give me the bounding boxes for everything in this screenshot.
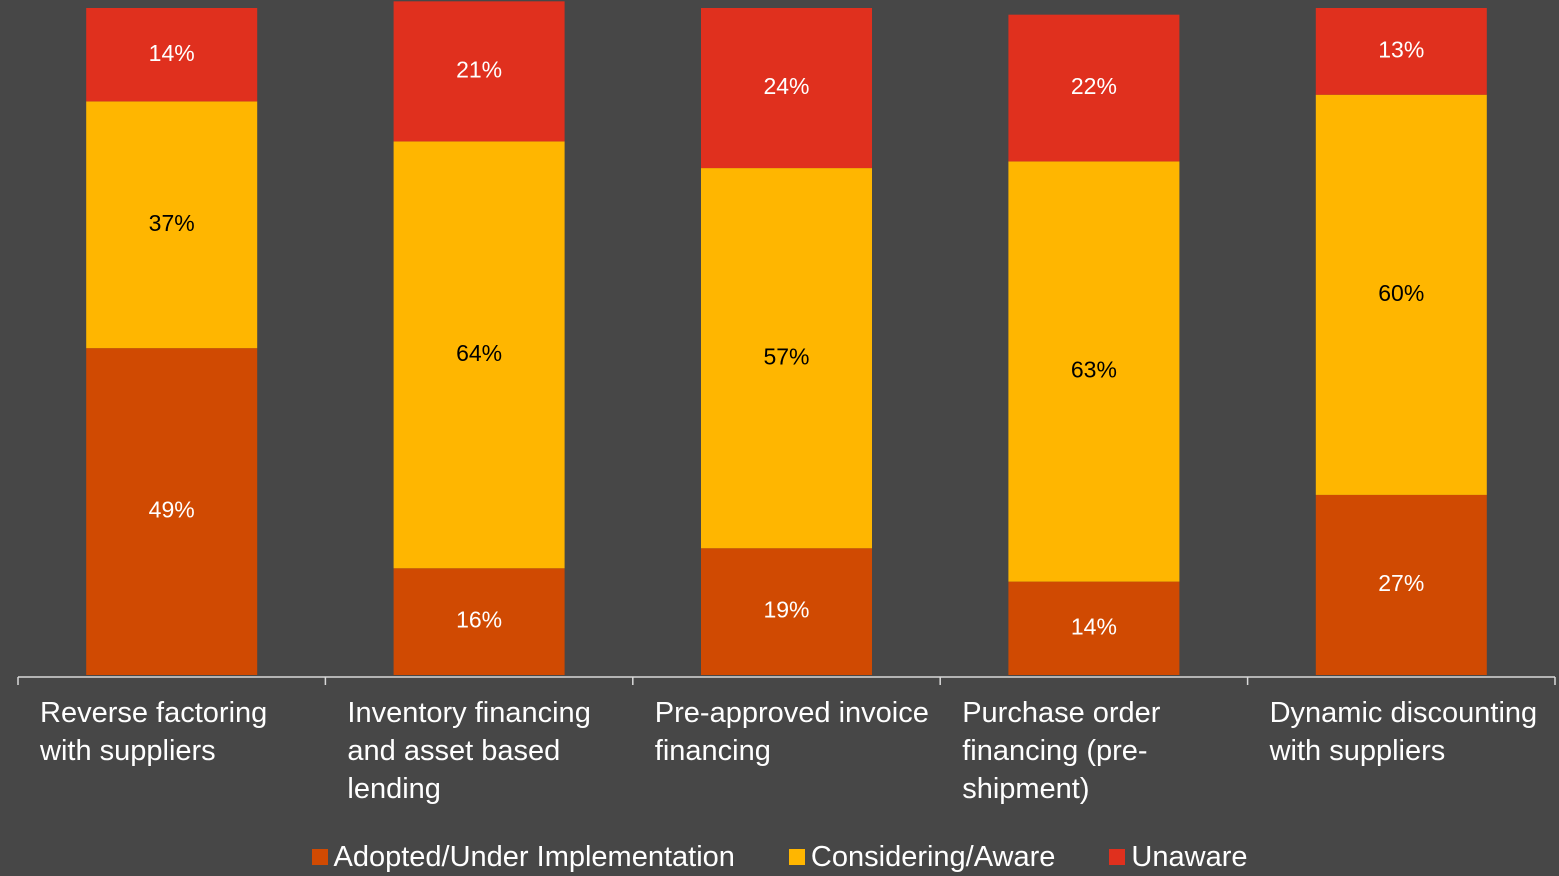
x-tick-label: Inventory financing and asset based lend… [347,697,591,805]
data-label: 57% [763,343,809,369]
bar-segment [393,141,565,569]
x-tick-label: Purchase order financing (pre-shipment) [962,697,1161,805]
bar-segment [1315,8,1487,95]
legend-swatch [1109,849,1126,865]
legend-label: Adopted/Under Implementation [333,841,735,873]
data-label: 14% [1071,613,1117,639]
bar-segment [1315,94,1487,495]
bar-segment [86,8,258,102]
bar-segment [1008,581,1180,675]
legend-item: Unaware [1109,838,1247,876]
data-label: 49% [149,497,195,523]
bar-segment [86,101,258,349]
bar-segment [701,168,872,549]
data-label: 27% [1378,570,1424,596]
legend-swatch [311,849,328,865]
data-label: 64% [456,340,502,366]
legend-item: Considering/Aware [788,838,1056,876]
bar-segment [393,1,565,142]
data-label: 37% [149,210,195,236]
bar-segment [701,548,872,675]
data-label: 19% [763,597,809,623]
data-label: 24% [763,73,809,99]
legend-label: Unaware [1131,841,1248,873]
data-label: 63% [1071,357,1117,383]
x-tick-label: Dynamic discounting with suppliers [1269,697,1538,767]
x-tick-label: Reverse factoring with suppliers [40,697,268,767]
data-label: 21% [456,56,502,82]
data-label: 16% [456,607,502,633]
bar-segment [701,8,872,169]
bar-segment [1008,14,1180,162]
data-label: 60% [1378,280,1424,306]
bar-segment [1315,494,1487,675]
bar-segment [86,348,258,675]
legend-swatch [788,849,805,865]
legend-item: Adopted/Under Implementation [311,838,735,876]
data-label: 13% [1378,36,1424,62]
data-label: 22% [1071,73,1117,99]
x-tick-label: Pre-approved invoice financing [654,697,929,767]
legend-label: Considering/Aware [810,841,1056,873]
bar-segment [393,568,565,675]
legend: Adopted/Under Implementation Considering/… [0,838,1559,876]
data-label: 14% [149,40,195,66]
bar-segment [1008,161,1180,582]
